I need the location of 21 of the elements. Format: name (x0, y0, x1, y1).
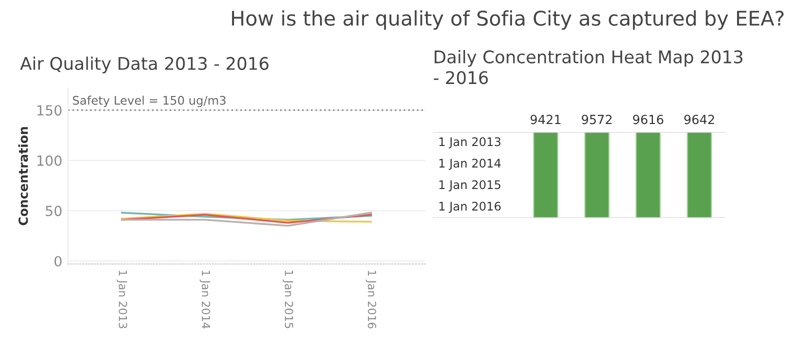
category-label: 1 Jan 2013 (439, 137, 500, 148)
y-tick-label: 50 (46, 206, 62, 216)
text: How is the air quality of Sofia City as captured by EEA? (232, 10, 784, 30)
x-tick-label: 1 Jan 2013 (116, 270, 128, 328)
category-label: 9616 (633, 114, 664, 124)
category-label: 1 Jan 2016 (439, 202, 501, 213)
chart-title: Air Quality Data 2013 - 2016 (20, 56, 268, 74)
x-tick-label: 1 Jan 2015 (282, 270, 294, 328)
ref-line-label: Safety Level = 150 ug/m3 (72, 96, 226, 108)
category-label: 9421 (530, 114, 560, 124)
y-tick-label: 100 (37, 155, 62, 166)
y-tick-label: 0 (54, 256, 62, 266)
category-label: 1 Jan 2014 (439, 158, 501, 170)
text: Daily Concentration Heat Map 2013 - 2016 (434, 50, 742, 84)
y-axis-title: Concentration (18, 127, 28, 226)
y-tick-label: 150 (37, 105, 62, 116)
category-label: 9642 (684, 114, 714, 124)
category-label: 9572 (582, 114, 612, 124)
category-label: 1 Jan 2015 (439, 180, 500, 192)
x-tick-label: 1 Jan 2014 (200, 270, 210, 328)
x-tick-label: 1 Jan 2016 (366, 270, 376, 328)
